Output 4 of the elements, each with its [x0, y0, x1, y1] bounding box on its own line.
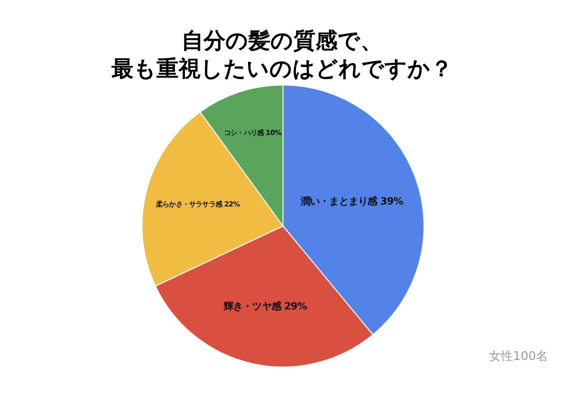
slice-label: 潤い・まとまり感 39% — [299, 196, 404, 208]
chart-title: 自分の髪の質感で、最も重視したいのはどれですか？ — [110, 28, 452, 82]
text: 女性100名 — [489, 349, 548, 363]
slice-label: 輝き・ツヤ感 29% — [222, 300, 308, 312]
